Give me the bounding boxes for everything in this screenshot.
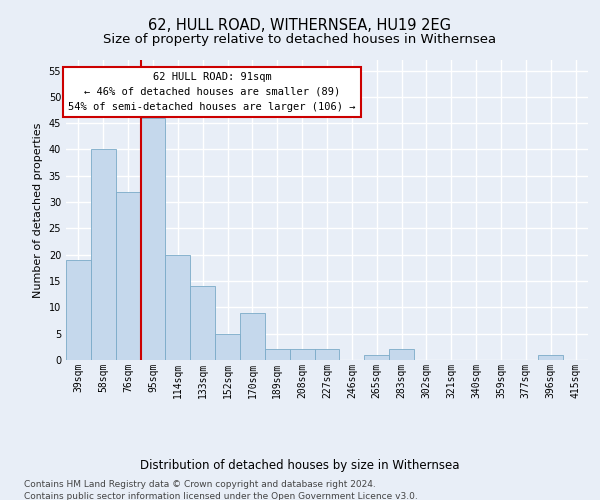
Text: Contains HM Land Registry data © Crown copyright and database right 2024.
Contai: Contains HM Land Registry data © Crown c…	[24, 480, 418, 500]
Bar	[240, 312, 265, 360]
Bar	[215, 334, 240, 360]
Bar	[91, 150, 116, 360]
Bar	[140, 118, 166, 360]
Text: 62 HULL ROAD: 91sqm
← 46% of detached houses are smaller (89)
54% of semi-detach: 62 HULL ROAD: 91sqm ← 46% of detached ho…	[68, 72, 356, 112]
Bar	[66, 260, 91, 360]
Bar	[538, 354, 563, 360]
Bar	[364, 354, 389, 360]
Bar	[290, 350, 314, 360]
Text: 62, HULL ROAD, WITHERNSEA, HU19 2EG: 62, HULL ROAD, WITHERNSEA, HU19 2EG	[149, 18, 452, 32]
Bar	[190, 286, 215, 360]
Bar	[389, 350, 414, 360]
Text: Distribution of detached houses by size in Withernsea: Distribution of detached houses by size …	[140, 460, 460, 472]
Bar	[116, 192, 140, 360]
Y-axis label: Number of detached properties: Number of detached properties	[33, 122, 43, 298]
Bar	[314, 350, 340, 360]
Text: Size of property relative to detached houses in Withernsea: Size of property relative to detached ho…	[103, 32, 497, 46]
Bar	[265, 350, 290, 360]
Bar	[166, 254, 190, 360]
